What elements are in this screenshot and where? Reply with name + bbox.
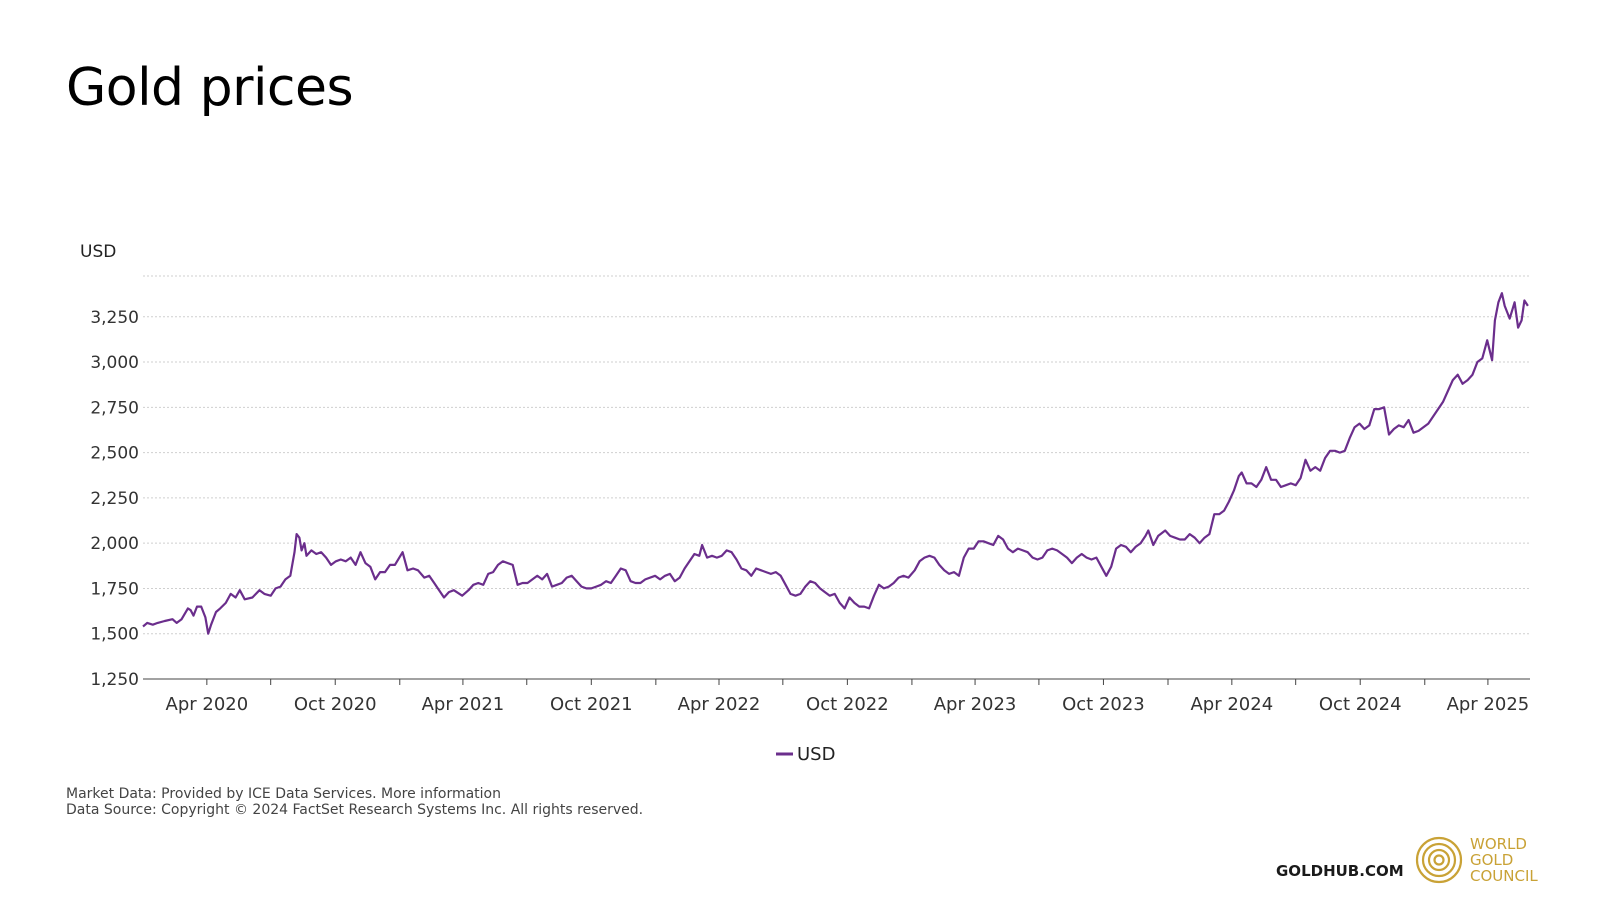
y-tick-label: 1,750	[90, 579, 139, 599]
x-tick-label: Oct 2021	[550, 694, 633, 715]
x-tick-label: Apr 2022	[678, 694, 761, 715]
y-tick-label: 2,750	[90, 398, 139, 418]
x-tick-label: Apr 2021	[422, 694, 505, 715]
data-source-note: Data Source: Copyright © 2024 FactSet Re…	[66, 802, 644, 818]
x-tick-label: Oct 2020	[294, 694, 377, 715]
logo-line-gold: GOLD	[1470, 851, 1514, 869]
x-tick-label: Oct 2022	[806, 694, 889, 715]
x-tick-label: Apr 2025	[1447, 694, 1530, 715]
world-gold-council-wordmark: WORLD GOLD COUNCIL	[1470, 836, 1538, 884]
series-line-usd	[142, 292, 1529, 635]
world-gold-council-logo-icon	[1415, 836, 1463, 884]
y-tick-label: 1,500	[90, 625, 139, 645]
x-tick-label: Apr 2023	[934, 694, 1017, 715]
y-tick-label: 2,250	[90, 489, 139, 509]
logo-line-council: COUNCIL	[1470, 867, 1538, 885]
y-tick-label: 2,000	[90, 534, 139, 554]
x-tick-label: Apr 2020	[166, 694, 249, 715]
y-tick-label: 1,250	[90, 670, 139, 690]
legend-label-usd: USD	[797, 744, 835, 765]
x-tick-label: Oct 2023	[1062, 694, 1145, 715]
footer-notes: Market Data: Provided by ICE Data Servic…	[66, 786, 643, 818]
y-tick-label: 2,500	[90, 444, 139, 464]
market-data-note: Market Data: Provided by ICE Data Servic…	[66, 786, 501, 802]
x-tick-label: Apr 2024	[1190, 694, 1273, 715]
page-title: Gold prices	[66, 58, 354, 118]
y-tick-label: 3,000	[90, 353, 139, 373]
goldhub-link[interactable]: GOLDHUB.COM	[1276, 862, 1404, 880]
x-tick-label: Oct 2024	[1319, 694, 1402, 715]
y-tick-label: 3,250	[90, 308, 139, 328]
y-axis-label: USD	[80, 242, 116, 262]
logo-line-world: WORLD	[1470, 835, 1527, 853]
